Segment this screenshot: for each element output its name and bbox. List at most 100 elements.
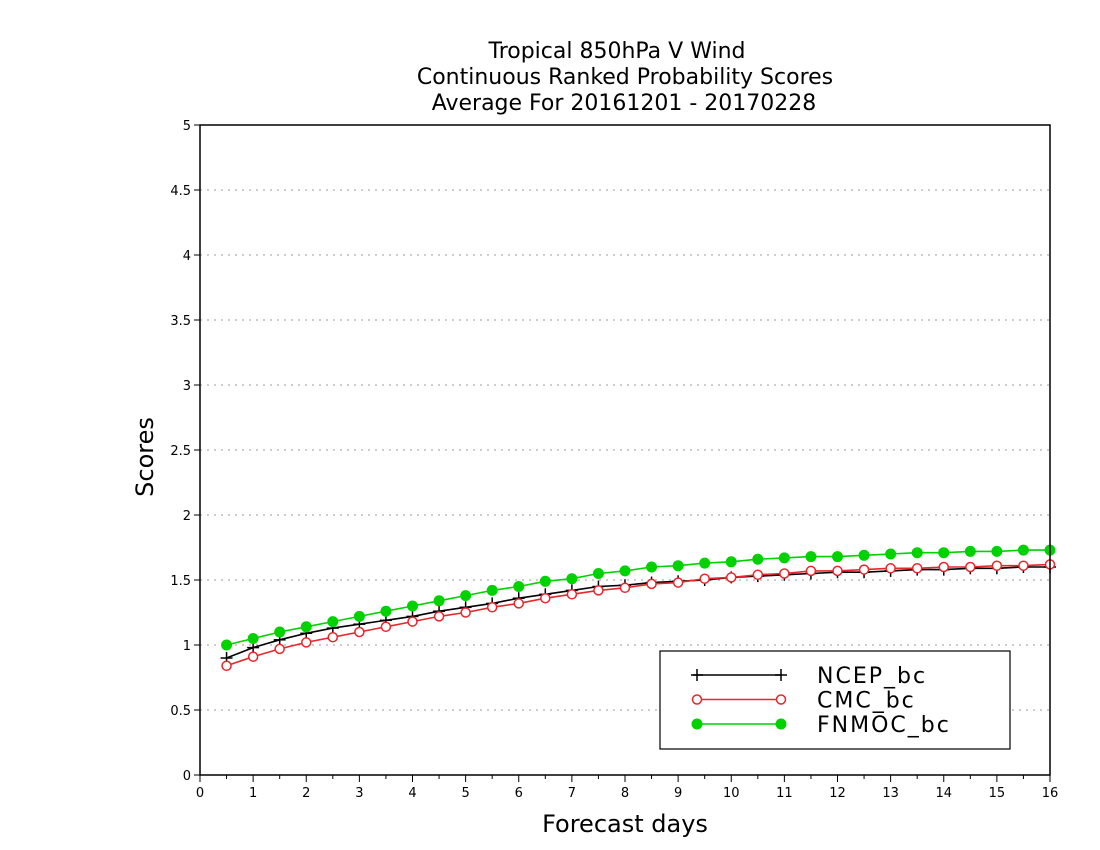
point-fnmoc-bc <box>699 557 711 569</box>
point-cmc-bc <box>779 568 790 579</box>
point-fnmoc-bc <box>725 556 737 568</box>
legend-marker-cmc-bc <box>691 694 703 705</box>
point-fnmoc-bc <box>460 590 472 602</box>
point-fnmoc-bc <box>778 552 790 564</box>
point-fnmoc-bc <box>247 633 259 644</box>
x-tick-label: 8 <box>621 786 629 801</box>
point-cmc-bc <box>911 563 923 574</box>
point-fnmoc-bc <box>938 547 950 559</box>
point-fnmoc-bc <box>221 639 233 651</box>
x-tick-label: 4 <box>408 786 416 801</box>
point-cmc-bc <box>752 569 764 581</box>
point-cmc-bc <box>619 582 631 594</box>
point-fnmoc-bc <box>832 551 843 563</box>
x-tick-label: 5 <box>461 786 469 801</box>
point-cmc-bc <box>858 564 870 575</box>
x-tick-label: 15 <box>989 786 1006 801</box>
chart-title-line-3: Average For 20161201 - 20170228 <box>432 91 817 116</box>
x-tick-label: 11 <box>776 786 793 801</box>
y-tick-label: 3 <box>183 379 191 394</box>
y-axis-label: Scores <box>131 417 159 497</box>
x-tick-label: 3 <box>355 786 363 801</box>
x-tick-label: 1 <box>249 786 257 801</box>
series-group <box>220 544 1056 672</box>
point-fnmoc-bc <box>274 626 286 638</box>
x-tick-label: 9 <box>674 786 682 801</box>
point-cmc-bc <box>885 563 896 574</box>
point-fnmoc-bc <box>513 581 525 592</box>
point-cmc-bc <box>380 621 392 633</box>
point-cmc-bc <box>672 577 684 588</box>
point-cmc-bc <box>354 626 365 638</box>
point-cmc-bc <box>301 637 312 648</box>
x-tick-label: 16 <box>1042 786 1059 801</box>
legend-marker-ncep-bc <box>775 669 787 681</box>
y-tick-label: 4 <box>183 249 191 264</box>
point-fnmoc-bc <box>380 605 392 617</box>
point-cmc-bc <box>991 560 1003 571</box>
y-tick-label: 5 <box>183 119 191 134</box>
point-fnmoc-bc <box>486 584 498 596</box>
point-fnmoc-bc <box>407 600 418 612</box>
point-fnmoc-bc <box>353 610 365 622</box>
point-cmc-bc <box>646 578 657 590</box>
point-cmc-bc <box>274 643 285 655</box>
point-fnmoc-bc <box>433 595 445 607</box>
y-tick-label: 2.5 <box>170 444 191 459</box>
point-cmc-bc <box>486 602 498 613</box>
point-cmc-bc <box>327 631 339 643</box>
y-tick-label: 0.5 <box>170 704 191 719</box>
x-tick-label: 12 <box>829 786 846 801</box>
point-fnmoc-bc <box>646 561 658 573</box>
point-cmc-bc <box>540 592 551 604</box>
x-tick-label: 14 <box>935 786 952 801</box>
point-fnmoc-bc <box>911 547 923 559</box>
x-tick-label: 2 <box>302 786 310 801</box>
point-fnmoc-bc <box>1017 544 1029 556</box>
point-cmc-bc <box>965 561 976 573</box>
point-cmc-bc <box>566 589 578 600</box>
point-fnmoc-bc <box>964 545 976 557</box>
point-fnmoc-bc <box>805 551 817 563</box>
point-cmc-bc <box>832 565 843 577</box>
x-tick-label: 6 <box>515 786 523 801</box>
y-tick-label: 1.5 <box>170 574 191 589</box>
legend-marker-fnmoc-bc <box>775 718 787 730</box>
point-cmc-bc <box>247 651 259 662</box>
chart-title-line-1: Tropical 850hPa V Wind <box>487 39 745 64</box>
axis-ticks: 00.511.522.533.544.550 1 2 3 4 5 6 7 8 9 10 11 12 13 1… <box>170 119 1058 801</box>
point-fnmoc-bc <box>619 565 631 577</box>
legend-label-fnmoc-bc: FNMOC_bc <box>817 713 951 738</box>
point-cmc-bc <box>460 607 471 618</box>
gridlines <box>200 189 1050 711</box>
y-tick-label: 3.5 <box>170 314 191 329</box>
point-cmc-bc <box>433 611 445 622</box>
point-cmc-bc <box>1018 560 1029 571</box>
point-cmc-bc <box>407 616 418 627</box>
point-cmc-bc <box>805 565 817 577</box>
point-fnmoc-bc <box>858 549 870 561</box>
point-fnmoc-bc <box>752 553 764 565</box>
x-tick-label: 0 <box>196 786 204 801</box>
point-fnmoc-bc <box>991 545 1003 557</box>
point-fnmoc-bc <box>539 575 551 587</box>
y-tick-label: 4.5 <box>170 184 191 199</box>
legend-marker-cmc-bc <box>775 694 787 705</box>
point-fnmoc-bc <box>300 621 312 633</box>
point-fnmoc-bc <box>672 560 684 572</box>
point-cmc-bc <box>938 561 949 573</box>
x-tick-label: 7 <box>568 786 576 801</box>
y-tick-label: 2 <box>183 509 191 524</box>
x-axis-label: Forecast days <box>542 810 708 838</box>
point-cmc-bc <box>699 573 710 584</box>
legend-marker-ncep-bc <box>691 669 703 681</box>
point-cmc-bc <box>221 660 232 672</box>
y-tick-label: 1 <box>183 639 191 654</box>
point-fnmoc-bc <box>592 568 604 579</box>
legend-label-ncep-bc: NCEP_bc <box>817 664 927 689</box>
legend-label-cmc-bc: CMC_bc <box>817 689 916 714</box>
series-line-fnmoc-bc <box>226 549 1050 646</box>
series-line-ncep-bc <box>226 566 1050 659</box>
